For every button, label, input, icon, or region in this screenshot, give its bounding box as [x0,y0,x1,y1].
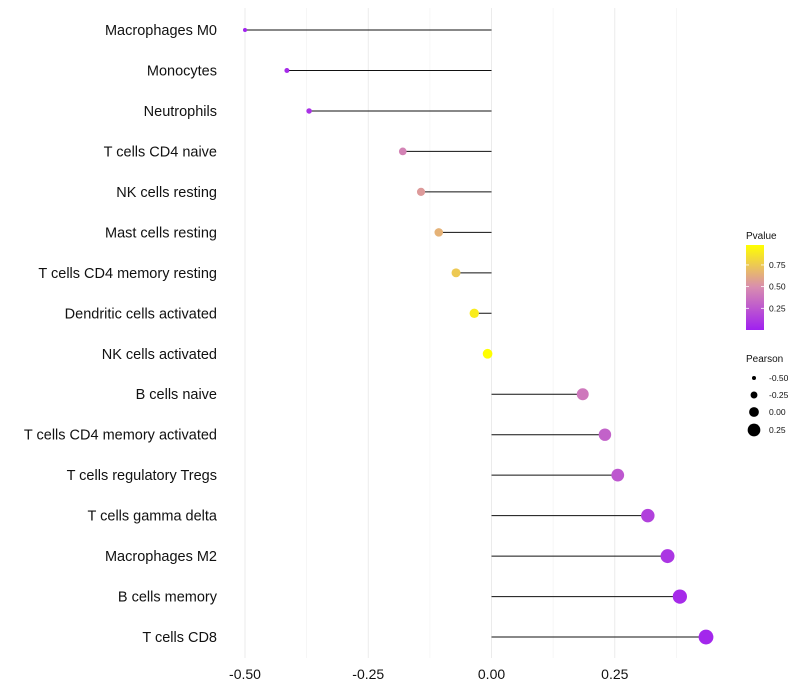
category-label: Dendritic cells activated [65,306,217,322]
pvalue-legend: Pvalue 0.25 0.50 0.75 [746,231,786,330]
lollipop-dot [398,147,407,156]
category-label: Monocytes [147,63,217,79]
colorbar-tick-label: 0.75 [769,260,786,270]
lollipop-dot [641,508,655,523]
lollipop-dot [672,589,687,604]
category-label: T cells CD8 [142,630,217,646]
size-legend-label: 0.25 [769,425,786,435]
size-legend-dot [747,423,761,437]
category-label: T cells gamma delta [88,509,218,525]
lollipop-dot [434,228,444,237]
category-label: Macrophages M0 [105,23,217,39]
category-label: Neutrophils [144,104,217,120]
x-tick-label: 0.25 [601,666,628,682]
category-label: T cells CD4 memory resting [38,266,217,282]
lollipop-dot [611,468,625,482]
category-label: T cells CD4 naive [104,144,217,160]
x-tick-label: -0.25 [352,666,384,682]
lollipop-dot [660,549,675,564]
pearson-legend: Pearson -0.50 -0.25 0.00 0.25 [746,354,789,437]
x-tick-label: -0.50 [229,666,261,682]
pvalue-legend-title: Pvalue [746,231,777,242]
lollipop-dot [598,428,612,441]
category-label: Mast cells resting [105,225,217,241]
category-label: NK cells resting [116,185,217,201]
stem-layer [245,29,706,638]
size-legend-dot [752,376,756,380]
pearson-legend-title: Pearson [746,354,783,365]
colorbar-tick-label: 0.25 [769,303,786,313]
lollipop-dot [576,388,589,401]
x-tick-labels: -0.50 -0.25 0.00 0.25 [229,666,629,682]
category-labels: Macrophages M0 Monocytes Neutrophils T cell… [24,23,218,646]
category-label: Macrophages M2 [105,549,217,565]
lollipop-dot [469,308,479,318]
colorbar-tick-label: 0.50 [769,282,786,292]
size-legend-label: 0.00 [769,407,786,417]
dot-layer [243,28,714,645]
lollipop-dot [482,348,493,359]
category-label: T cells CD4 memory activated [24,428,217,444]
pvalue-colorbar [746,245,764,330]
size-legend-dot [750,391,758,399]
pearson-legend-items: -0.50 -0.25 0.00 0.25 [747,373,789,437]
lollipop-dot [284,67,290,73]
lollipop-dot [243,28,247,32]
size-legend-label: -0.50 [769,373,789,383]
lollipop-dot [416,187,426,196]
grid-layer [244,8,677,658]
lollipop-dot [451,268,461,278]
lollipop-dot [306,108,312,114]
size-legend-label: -0.25 [769,390,789,400]
category-label: B cells memory [118,590,218,606]
category-label: T cells regulatory Tregs [67,468,217,484]
pvalue-colorbar-ticks: 0.25 0.50 0.75 [746,260,786,313]
category-label: B cells naive [136,387,217,403]
lollipop-dot [698,629,714,645]
category-label: NK cells activated [102,347,217,363]
size-legend-dot [749,407,759,417]
x-tick-label: 0.00 [478,666,505,682]
